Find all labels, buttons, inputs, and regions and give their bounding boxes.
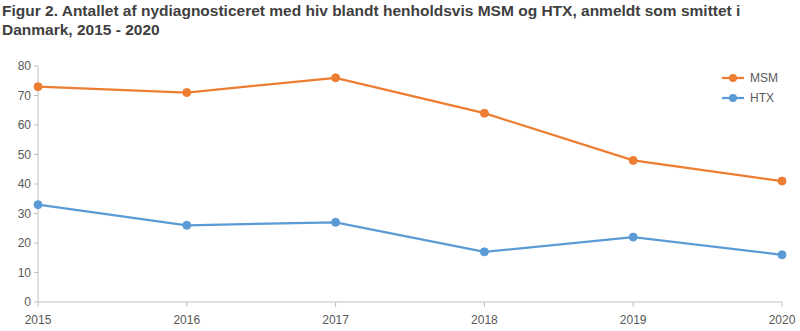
y-tick-label: 60 <box>18 118 32 132</box>
x-tick-label: 2015 <box>25 313 52 327</box>
legend-label: MSM <box>750 71 778 85</box>
y-tick <box>34 95 38 96</box>
y-tick-label: 40 <box>18 177 32 191</box>
x-axis <box>38 302 782 303</box>
y-tick <box>34 184 38 185</box>
series-marker <box>480 248 488 256</box>
y-tick-label: 30 <box>18 207 32 221</box>
series-marker <box>778 251 786 259</box>
series-marker <box>183 89 191 97</box>
x-tick <box>335 302 336 307</box>
legend-marker <box>729 94 737 102</box>
series-line <box>38 205 782 255</box>
x-tick-label: 2020 <box>769 313 796 327</box>
y-tick-label: 0 <box>24 295 31 309</box>
y-tick <box>34 272 38 273</box>
x-tick <box>782 302 783 307</box>
series-marker <box>332 218 340 226</box>
y-tick-label: 80 <box>18 59 32 73</box>
y-tick-label: 50 <box>18 148 32 162</box>
series-marker <box>332 74 340 82</box>
series-marker <box>183 221 191 229</box>
y-axis <box>38 66 39 302</box>
x-tick <box>38 302 39 307</box>
x-tick <box>633 302 634 307</box>
legend-marker <box>729 74 737 82</box>
series-marker <box>629 233 637 241</box>
chart-svg: 0 10 20 30 40 50 60 70 80 2015 2016 2017 2018 2019 202… <box>0 0 800 331</box>
series-line <box>38 78 782 181</box>
legend-label: HTX <box>750 91 774 105</box>
plot-area <box>34 74 786 259</box>
y-tick-label: 10 <box>18 266 32 280</box>
series-marker <box>480 109 488 117</box>
y-tick <box>34 243 38 244</box>
x-tick <box>186 302 187 307</box>
y-tick <box>34 154 38 155</box>
x-tick-label: 2016 <box>173 313 200 327</box>
y-tick-label: 20 <box>18 236 32 250</box>
series-marker <box>34 201 42 209</box>
y-tick <box>34 213 38 214</box>
series-marker <box>629 156 637 164</box>
series-marker <box>778 177 786 185</box>
y-tick-label: 70 <box>18 89 32 103</box>
x-tick <box>484 302 485 307</box>
y-tick <box>34 302 38 303</box>
legend: MSM HTX <box>722 71 778 105</box>
y-tick <box>34 66 38 67</box>
chart-title: Figur 2. Antallet af nydiagnosticeret me… <box>2 1 772 39</box>
x-tick-label: 2018 <box>471 313 498 327</box>
x-tick-label: 2019 <box>620 313 647 327</box>
x-tick-label: 2017 <box>322 313 349 327</box>
series-marker <box>34 83 42 91</box>
y-tick <box>34 125 38 126</box>
